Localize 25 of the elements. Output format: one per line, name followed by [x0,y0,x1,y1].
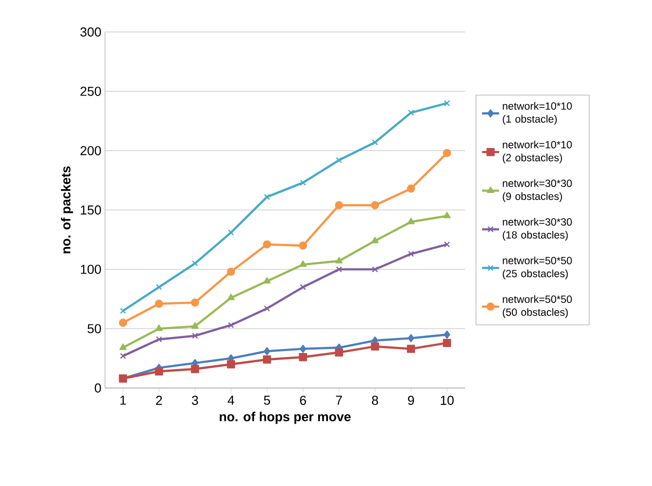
legend-label: network=50*50 (50 obstacles) [502,295,572,318]
legend-label: network=30*30 (18 obstacles) [502,218,572,241]
x-tick-label: 10 [440,396,454,405]
y-tick-label: 100 [80,264,101,274]
legend-label: network=50*50 (25 obstacles) [502,256,572,280]
x-tick-label: 9 [408,396,414,405]
y-tick-label: 0 [94,383,101,393]
x-tick-label: 8 [372,396,378,405]
legend-label: network=10*10 (1 obstacle) [502,102,572,125]
y-tick-label: 150 [80,205,101,215]
x-tick-label: 5 [264,396,270,405]
x-tick-label: 6 [300,396,306,405]
y-axis-title: no. of packets [60,166,74,254]
x-tick-label: 1 [120,396,126,405]
x-tick-label: 7 [336,396,342,405]
legend-label: network=10*10 (2 obstacles) [502,140,572,164]
x-tick-label: 3 [192,396,198,405]
y-tick-label: 300 [80,27,101,37]
x-axis-title: no. of hops per move [220,412,351,424]
x-tick-label: 2 [156,396,162,405]
y-tick-label: 50 [88,324,101,334]
x-tick-label: 4 [228,396,234,405]
legend-label: network=30*30 (9 obstacles) [502,179,572,202]
y-tick-label: 200 [80,146,101,156]
y-tick-label: 250 [80,86,101,96]
